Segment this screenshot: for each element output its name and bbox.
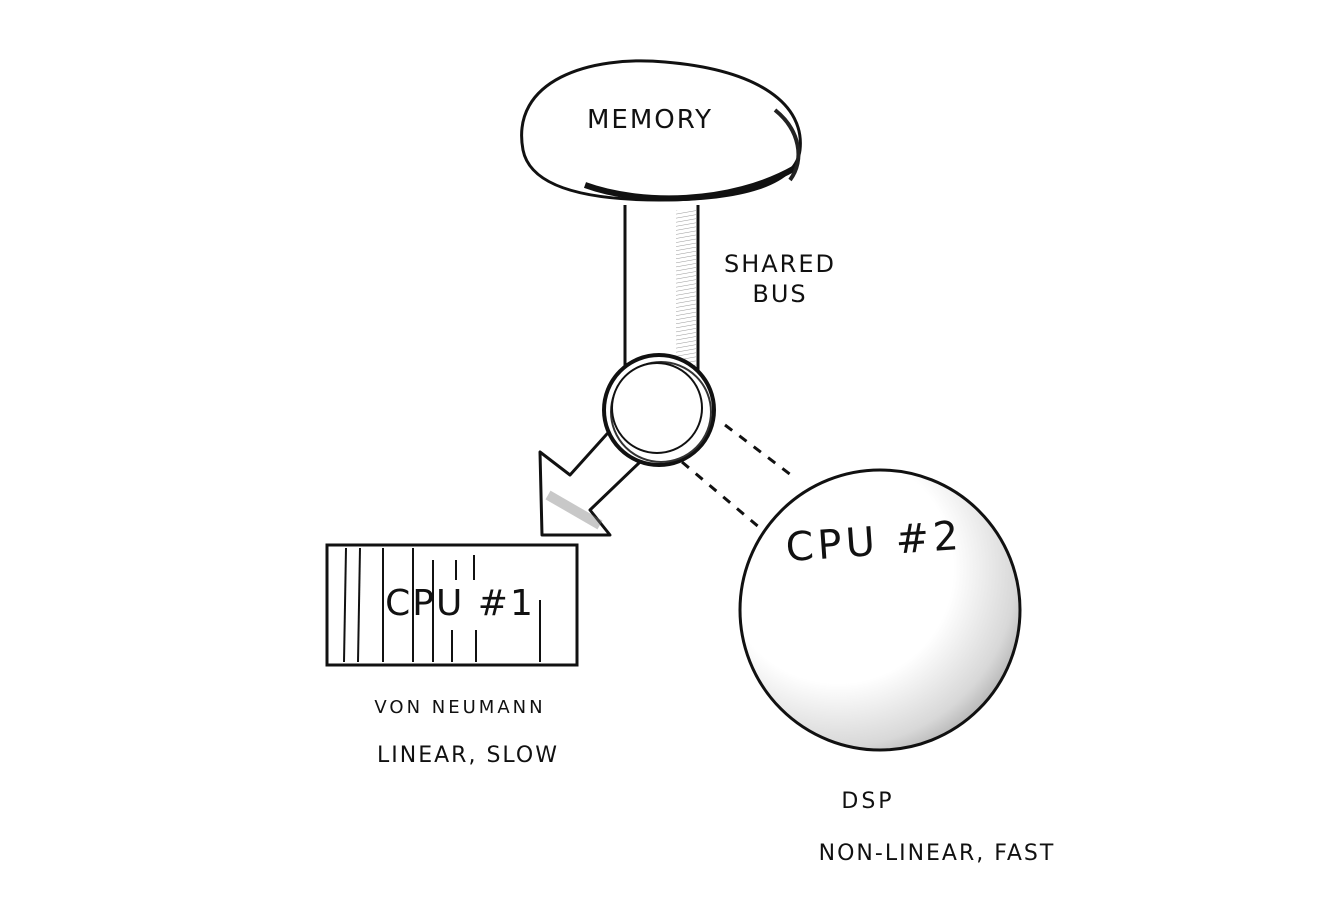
dashed-link-cpu2: [681, 423, 796, 530]
cpu1-caption-speed: LINEAR, SLOW: [377, 743, 559, 768]
memory-label: MEMORY: [587, 105, 713, 135]
memory-node: MEMORY: [520, 59, 802, 202]
cpu1-label: CPU #1: [385, 583, 535, 624]
cpu2-caption-speed: NON-LINEAR, FAST: [819, 841, 1056, 866]
cpu1-caption-architecture: VON NEUMANN: [374, 697, 545, 718]
shared-bus-label-line1: SHARED: [724, 250, 836, 278]
bus-junction: [602, 353, 716, 467]
cpu1-node: CPU #1: [325, 543, 579, 667]
bus-arrow-to-cpu1: [538, 423, 642, 537]
cpu2-caption-type: DSP: [841, 789, 894, 814]
cpu2-node: CPU #2: [738, 468, 1022, 752]
shared-bus: [623, 205, 700, 377]
shared-bus-label-line2: BUS: [752, 280, 807, 308]
